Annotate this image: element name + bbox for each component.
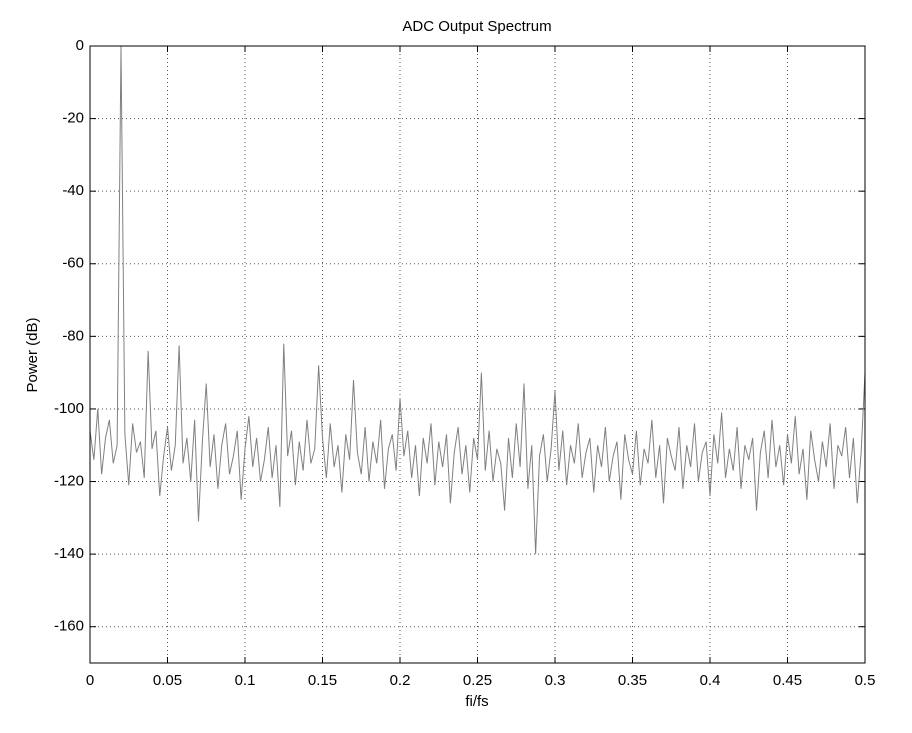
x-tick-label: 0.1 (235, 672, 256, 689)
y-tick-label: 0 (76, 37, 84, 54)
y-tick-label: -20 (62, 110, 84, 127)
x-tick-label: 0.4 (700, 672, 721, 689)
plot-frame (89, 45, 866, 664)
y-tick-label: -80 (62, 327, 84, 344)
x-tick-label: 0 (86, 672, 94, 689)
chart-title: ADC Output Spectrum (402, 18, 551, 35)
y-tick-label: -100 (54, 400, 84, 417)
y-tick-label: -140 (54, 545, 84, 562)
x-tick-label: 0.25 (463, 672, 492, 689)
y-tick-label: -60 (62, 255, 84, 272)
y-tick-label: -160 (54, 618, 84, 635)
x-tick-label: 0.5 (855, 672, 876, 689)
x-tick-label: 0.35 (618, 672, 647, 689)
x-tick-label: 0.05 (153, 672, 182, 689)
spectrum-line (89, 45, 866, 555)
y-tick-label: -120 (54, 472, 84, 489)
x-tick-label: 0.3 (545, 672, 566, 689)
x-tick-label: 0.45 (773, 672, 802, 689)
x-tick-label: 0.15 (308, 672, 337, 689)
x-tick-label: 0.2 (390, 672, 411, 689)
y-axis-label: Power (dB) (24, 317, 41, 392)
x-axis-label: fi/fs (465, 693, 488, 710)
y-tick-label: -40 (62, 182, 84, 199)
